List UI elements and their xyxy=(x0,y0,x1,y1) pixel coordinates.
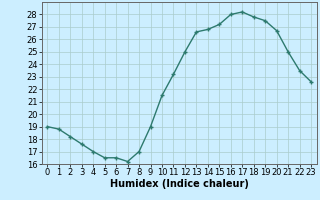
X-axis label: Humidex (Indice chaleur): Humidex (Indice chaleur) xyxy=(110,179,249,189)
